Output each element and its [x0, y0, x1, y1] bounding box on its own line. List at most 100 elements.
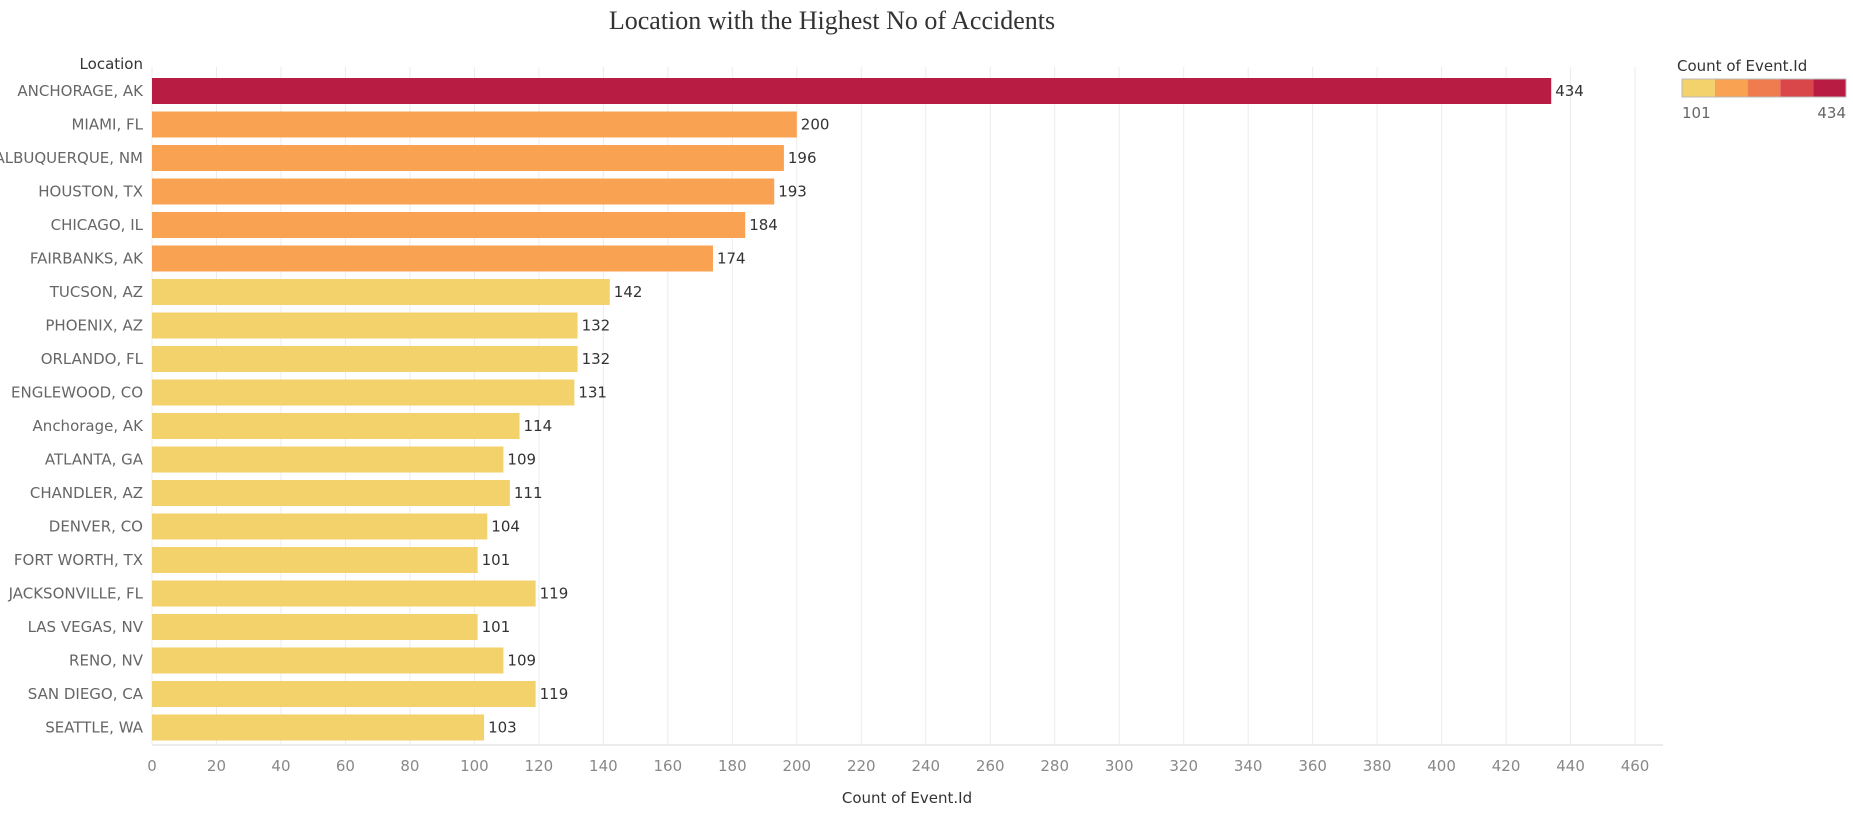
value-label: 104 [491, 518, 520, 536]
value-label: 132 [582, 317, 611, 335]
legend-swatch [1813, 79, 1846, 97]
x-tick-label: 240 [911, 757, 940, 775]
category-label: PHOENIX, AZ [45, 317, 143, 335]
category-label: SEATTLE, WA [45, 719, 144, 737]
legend-swatch [1747, 79, 1781, 97]
x-tick-label: 160 [654, 757, 683, 775]
category-label: TUCSON, AZ [49, 283, 143, 301]
x-tick-label: 120 [525, 757, 554, 775]
legend-title: Count of Event.Id [1677, 57, 1807, 75]
x-tick-label: 200 [782, 757, 811, 775]
category-label: CHANDLER, AZ [30, 484, 143, 502]
category-label: FORT WORTH, TX [14, 551, 143, 569]
category-label: SAN DIEGO, CA [28, 685, 144, 703]
bar [152, 547, 478, 573]
legend-max-label: 434 [1817, 104, 1846, 122]
bar [152, 145, 784, 171]
value-label: 193 [778, 183, 807, 201]
category-label: DENVER, CO [49, 518, 143, 536]
value-label: 184 [749, 216, 778, 234]
category-label: JACKSONVILLE, FL [8, 585, 144, 603]
x-tick-label: 380 [1363, 757, 1392, 775]
value-label: 132 [582, 350, 611, 368]
x-tick-label: 280 [1040, 757, 1069, 775]
bar [152, 78, 1552, 104]
bar [152, 647, 504, 674]
x-tick-label: 80 [400, 757, 419, 775]
category-label: ORLANDO, FL [41, 350, 144, 368]
bar [152, 279, 610, 305]
category-label: ANCHORAGE, AK [17, 82, 144, 100]
legend-swatch [1714, 79, 1748, 97]
value-label: 101 [482, 551, 511, 569]
y-axis-header: Location [80, 55, 143, 73]
value-label: 119 [540, 585, 569, 603]
x-tick-label: 140 [589, 757, 618, 775]
x-axis-title: Count of Event.Id [842, 789, 972, 807]
x-tick-label: 180 [718, 757, 747, 775]
value-label: 131 [578, 384, 607, 402]
value-label: 119 [540, 685, 569, 703]
bar [152, 346, 578, 372]
x-axis-ticks: 0 20 40 60 80 100 120 140 160 180 200 220 240 260 280 3… [147, 757, 1649, 775]
bar [152, 513, 488, 540]
bar [152, 714, 485, 741]
legend-swatch [1682, 79, 1715, 97]
x-tick-label: 360 [1298, 757, 1327, 775]
bar [152, 614, 478, 640]
value-labels: 4342001961931841741421321321311141091111… [482, 82, 1584, 737]
bar [152, 245, 713, 272]
bar [152, 446, 504, 473]
category-label: ALBUQUERQUE, NM [0, 149, 143, 167]
x-tick-label: 420 [1492, 757, 1521, 775]
chart-title: Location with the Highest No of Accident… [608, 6, 1056, 35]
category-label: ATLANTA, GA [45, 451, 144, 469]
x-tick-label: 300 [1105, 757, 1134, 775]
x-tick-label: 220 [847, 757, 876, 775]
value-label: 196 [788, 149, 817, 167]
category-label: HOUSTON, TX [38, 183, 143, 201]
legend-frame [1681, 78, 1847, 98]
bar [152, 379, 575, 406]
color-legend: Count of Event.Id 101 434 [1677, 57, 1847, 122]
bar [152, 312, 578, 339]
bar [152, 212, 746, 238]
x-tick-label: 440 [1556, 757, 1585, 775]
category-label: Anchorage, AK [33, 417, 145, 435]
value-label: 111 [514, 484, 543, 502]
category-labels: ANCHORAGE, AK MIAMI, FL ALBUQUERQUE, NM HOU… [0, 82, 144, 737]
x-tick-label: 0 [147, 757, 157, 775]
x-tick-label: 260 [976, 757, 1005, 775]
category-label: MIAMI, FL [71, 116, 143, 134]
category-label: RENO, NV [69, 652, 144, 670]
value-label: 109 [507, 451, 536, 469]
bar [152, 580, 536, 607]
x-tick-label: 320 [1169, 757, 1198, 775]
value-label: 109 [507, 652, 536, 670]
x-tick-label: 20 [207, 757, 226, 775]
x-tick-label: 40 [271, 757, 290, 775]
bar [152, 681, 536, 707]
value-label: 174 [717, 250, 746, 268]
bar [152, 111, 797, 138]
x-tick-label: 60 [336, 757, 355, 775]
category-label: CHICAGO, IL [51, 216, 144, 234]
legend-swatch [1780, 79, 1814, 97]
bar [152, 413, 520, 439]
x-tick-label: 400 [1427, 757, 1456, 775]
value-label: 142 [614, 283, 643, 301]
value-label: 434 [1555, 82, 1584, 100]
bars [152, 78, 1552, 741]
category-label: ENGLEWOOD, CO [11, 384, 143, 402]
value-label: 200 [801, 116, 830, 134]
category-label: LAS VEGAS, NV [28, 618, 144, 636]
bar [152, 480, 510, 506]
x-tick-label: 100 [460, 757, 489, 775]
legend-color-ramp [1681, 78, 1847, 98]
bar [152, 178, 775, 205]
x-tick-label: 340 [1234, 757, 1263, 775]
x-tick-label: 460 [1621, 757, 1650, 775]
value-label: 103 [488, 719, 517, 737]
value-label: 101 [482, 618, 511, 636]
